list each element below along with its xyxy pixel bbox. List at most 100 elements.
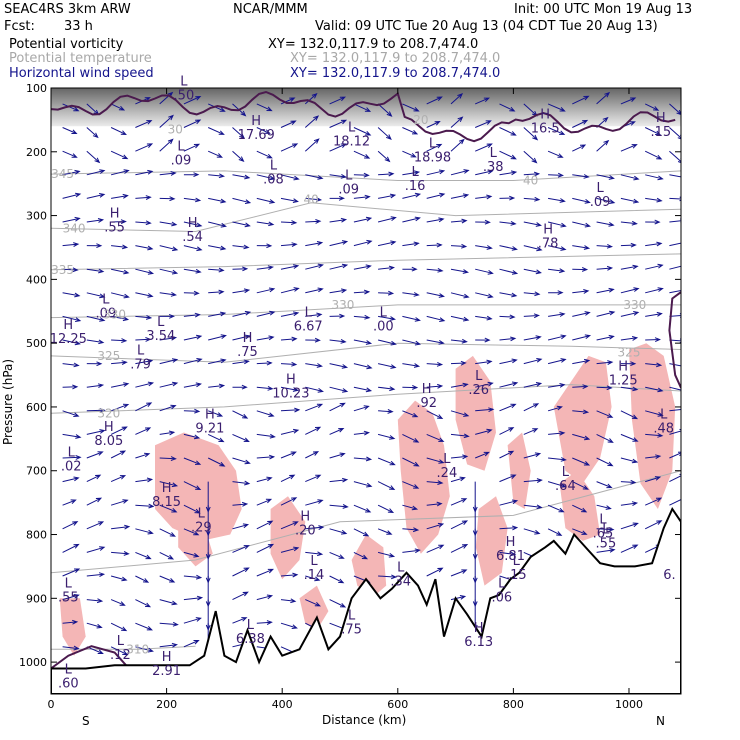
wind-arrow bbox=[208, 358, 227, 365]
wind-arrow bbox=[86, 546, 106, 553]
theta-contour-345 bbox=[51, 170, 681, 181]
wind-arrow bbox=[669, 313, 681, 318]
wind-arrow bbox=[353, 405, 370, 412]
wind-arrow bbox=[572, 289, 590, 294]
wind-arrow bbox=[523, 478, 543, 483]
wind-arrow bbox=[232, 433, 250, 443]
wind-arrow bbox=[135, 477, 154, 483]
wind-arrow bbox=[62, 433, 82, 439]
wind-arrow bbox=[110, 646, 129, 656]
wind-arrow bbox=[256, 520, 274, 530]
wind-arrow bbox=[426, 361, 444, 367]
wind-arrow bbox=[596, 174, 615, 180]
wind-arrow bbox=[159, 91, 174, 105]
wind-arrow bbox=[329, 575, 345, 584]
wind-arrow bbox=[548, 383, 566, 388]
wind-arrow bbox=[256, 197, 276, 204]
wind-arrow bbox=[378, 386, 396, 392]
wind-arrow bbox=[669, 196, 681, 202]
wind-arrow bbox=[572, 528, 588, 535]
wind-arrow bbox=[669, 289, 681, 294]
wind-arrow bbox=[596, 197, 616, 204]
wind-arrow bbox=[426, 501, 443, 507]
extremum-letter: L bbox=[429, 136, 437, 151]
wind-arrow bbox=[669, 338, 681, 344]
wind-arrow bbox=[110, 292, 130, 299]
wind-arrow bbox=[135, 575, 150, 583]
wind-arrow bbox=[669, 174, 681, 178]
wind-arrow bbox=[596, 457, 614, 467]
extremum-value: 16.5 bbox=[531, 122, 560, 137]
wind-arrow bbox=[475, 194, 493, 200]
extremum-value: .09 bbox=[96, 307, 117, 322]
wind-arrow bbox=[547, 358, 567, 365]
wind-arrow bbox=[499, 427, 515, 435]
extremum-letter: L bbox=[68, 446, 76, 461]
extremum-letter: H bbox=[422, 382, 432, 397]
wind-arrow bbox=[232, 457, 251, 465]
wind-arrow bbox=[232, 480, 251, 486]
wind-arrow bbox=[402, 127, 419, 135]
extremum-value: .15 bbox=[506, 568, 527, 583]
wind-arrow bbox=[596, 334, 615, 341]
theta-contour-label: 330 bbox=[623, 298, 646, 312]
wind-arrow bbox=[86, 383, 105, 389]
wind-arrow bbox=[208, 383, 226, 389]
wind-arrow bbox=[475, 292, 494, 299]
extremum-letter: L bbox=[305, 305, 313, 320]
wind-arrow bbox=[645, 410, 664, 417]
wind-arrow bbox=[183, 640, 200, 648]
wind-arrow bbox=[256, 150, 273, 159]
wind-arrow bbox=[402, 192, 422, 199]
wind-arrow bbox=[669, 497, 681, 506]
wind-arrow bbox=[547, 245, 567, 251]
field-name-theta: Potential temperature bbox=[9, 51, 152, 66]
x-tick-label: 0 bbox=[48, 698, 55, 711]
wind-arrow bbox=[62, 127, 78, 134]
wind-arrow bbox=[402, 363, 421, 368]
extremum-letter: H bbox=[162, 481, 172, 496]
cloud-shading-4 bbox=[299, 585, 329, 631]
extremum-letter: H bbox=[188, 216, 198, 231]
extremum-value: .29 bbox=[191, 520, 212, 535]
wind-arrow bbox=[159, 599, 178, 606]
wind-arrow bbox=[426, 383, 444, 389]
terrain-surface bbox=[51, 506, 681, 694]
wind-arrow bbox=[86, 243, 103, 249]
wind-arrow bbox=[426, 544, 445, 553]
wind-arrow bbox=[353, 239, 373, 247]
wind-arrow bbox=[669, 242, 681, 247]
wind-arrow bbox=[426, 267, 444, 273]
cloud-shading-3 bbox=[270, 496, 306, 580]
wind-arrow bbox=[450, 169, 470, 176]
wind-arrow bbox=[499, 220, 517, 226]
wind-arrow bbox=[523, 291, 541, 297]
wind-arrow bbox=[256, 620, 273, 625]
wind-arrow bbox=[62, 315, 82, 322]
wind-arrow bbox=[475, 337, 491, 343]
extremum-value: .20 bbox=[295, 524, 316, 539]
wind-arrow bbox=[135, 427, 152, 435]
wind-arrow bbox=[62, 169, 81, 176]
wind-arrow bbox=[475, 120, 492, 128]
wind-arrow bbox=[159, 504, 178, 513]
theta-contour-label: 330 bbox=[331, 298, 354, 312]
extremum-letter: L bbox=[443, 452, 451, 467]
extremum-value: .78 bbox=[538, 237, 559, 252]
wind-arrow bbox=[280, 242, 298, 247]
extremum-value: 6.13 bbox=[464, 635, 493, 650]
wind-arrow bbox=[450, 292, 470, 299]
wind-arrow bbox=[644, 150, 663, 160]
wind-arrow bbox=[547, 405, 563, 412]
wind-arrow bbox=[572, 197, 591, 204]
wind-arrow bbox=[329, 551, 345, 559]
wind-arrow bbox=[669, 103, 681, 116]
wind-arrow bbox=[183, 382, 202, 388]
wind-arrow bbox=[232, 523, 250, 530]
cloud-shading-13 bbox=[59, 598, 86, 656]
wind-arrow bbox=[329, 363, 349, 369]
extremum-value: 18.12 bbox=[333, 134, 370, 149]
wind-arrow bbox=[86, 474, 102, 483]
wind-arrow bbox=[111, 193, 129, 199]
